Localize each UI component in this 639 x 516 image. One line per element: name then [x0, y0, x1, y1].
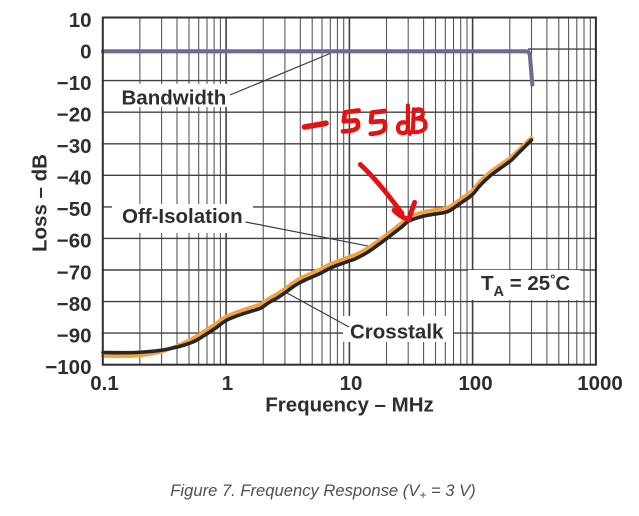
svg-text:Off-Isolation: Off-Isolation — [122, 205, 243, 228]
svg-text:100: 100 — [458, 372, 492, 395]
svg-text:Frequency – MHz: Frequency – MHz — [265, 394, 434, 417]
svg-text:10: 10 — [340, 372, 363, 395]
svg-text:Loss – dB: Loss – dB — [29, 154, 52, 252]
svg-text:Bandwidth: Bandwidth — [122, 87, 227, 110]
svg-text:−80: −80 — [57, 293, 92, 316]
svg-text:−10: −10 — [57, 72, 92, 95]
svg-text:Crosstalk: Crosstalk — [350, 321, 444, 344]
svg-text:−20: −20 — [57, 104, 92, 127]
svg-text:0.1: 0.1 — [90, 372, 119, 395]
svg-text:−30: −30 — [57, 135, 92, 158]
svg-text:−70: −70 — [57, 261, 92, 284]
svg-text:1000: 1000 — [577, 372, 623, 395]
svg-text:Figure 7. Frequency Response (: Figure 7. Frequency Response (V+ = 3 V) — [170, 481, 475, 502]
svg-text:−90: −90 — [57, 324, 92, 347]
svg-text:−60: −60 — [57, 230, 92, 253]
svg-text:0: 0 — [80, 40, 91, 63]
svg-text:−40: −40 — [57, 167, 92, 190]
svg-text:−50: −50 — [57, 198, 92, 221]
svg-text:−100: −100 — [45, 356, 91, 379]
svg-text:10: 10 — [69, 9, 92, 32]
svg-text:1: 1 — [222, 372, 233, 395]
